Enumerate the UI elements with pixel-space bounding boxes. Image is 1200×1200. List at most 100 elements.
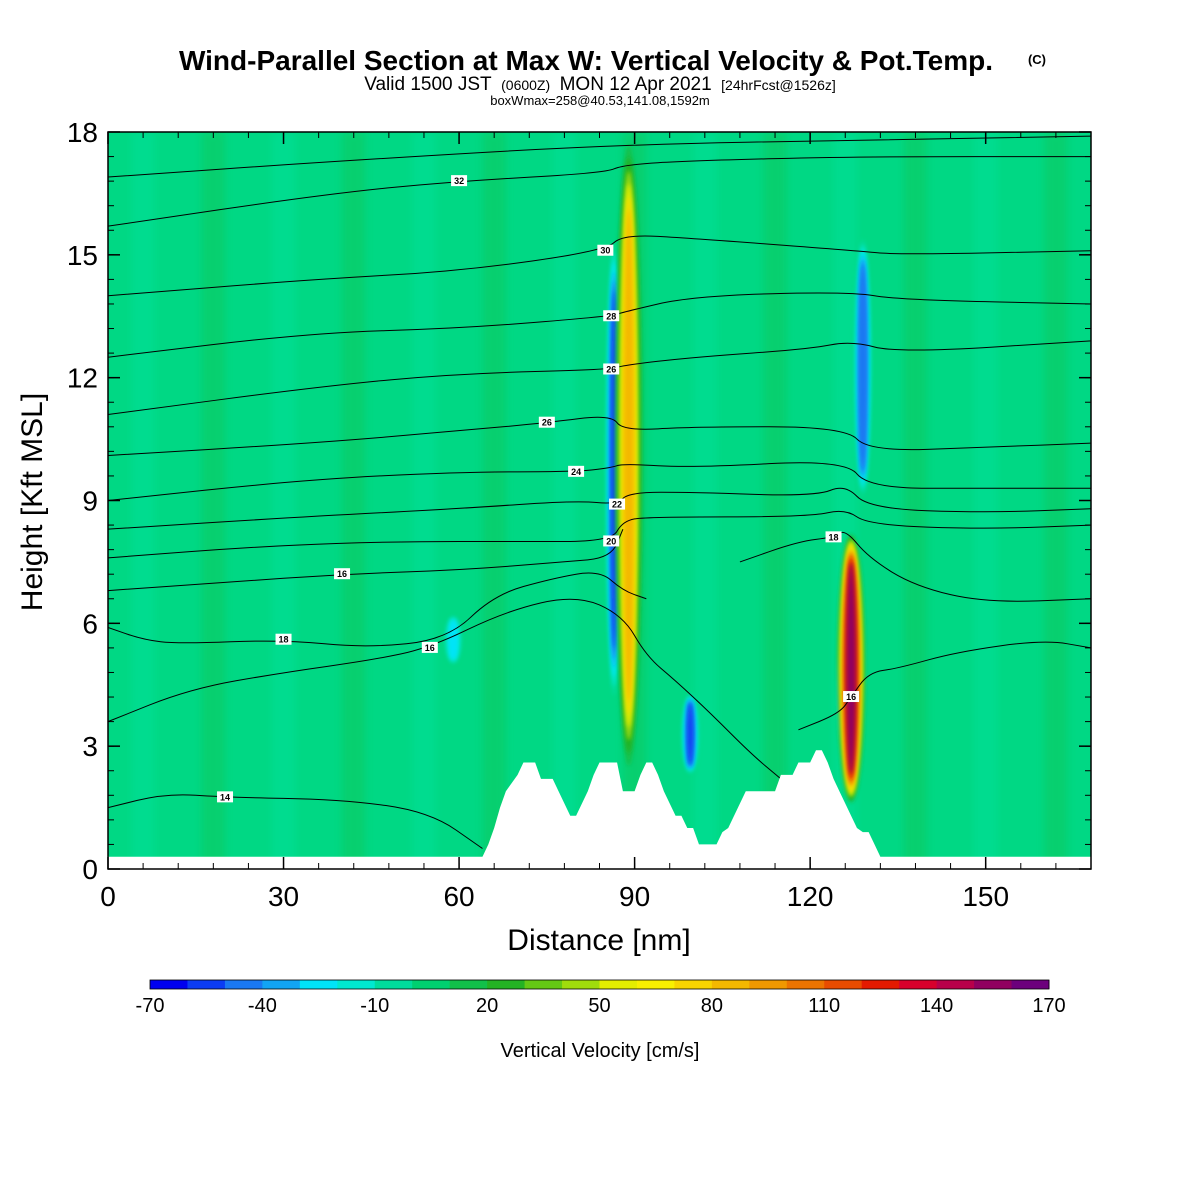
isentrope-line (798, 641, 1091, 731)
isentrope-line (108, 528, 624, 592)
svg-text:28: 28 (606, 311, 616, 321)
svg-text:22: 22 (612, 500, 622, 510)
subtitle-valid: Valid 1500 JST (364, 74, 492, 95)
downdraft-core (859, 266, 866, 469)
isentrope-label: 16 (421, 641, 438, 653)
isentrope-line (108, 598, 782, 780)
isentrope-line (108, 156, 1091, 227)
isentrope-line (108, 135, 1091, 178)
colorbar-swatch (749, 980, 788, 989)
isentrope-label: 22 (609, 498, 626, 510)
svg-text:30: 30 (600, 246, 610, 256)
colorbar-swatch (974, 980, 1013, 989)
colorbar-frame (149, 979, 1050, 990)
colorbar-swatch (262, 980, 301, 989)
isentrope-label: 16 (334, 568, 351, 580)
colorbar-swatch (487, 980, 526, 989)
isentrope-contours: 14 16 16 18 18 16 20 22 24 26 26 28 30 32 (108, 135, 1091, 849)
colorbar-swatch (299, 980, 338, 989)
isentrope-line (739, 531, 1091, 602)
svg-text:16: 16 (846, 692, 856, 702)
field-texture-band (131, 132, 155, 869)
colorbar-tick-label: 170 (1032, 995, 1065, 1017)
svg-text:26: 26 (606, 364, 616, 374)
chart-subtitle: Valid 1500 JST (0600Z) MON 12 Apr 2021 [… (364, 74, 836, 95)
colorbar-swatch (412, 980, 451, 989)
colorbar-swatch (337, 980, 376, 989)
isentrope-label: 14 (217, 791, 234, 803)
copyright-mark: (C) (1028, 52, 1046, 67)
isentrope-label: 24 (568, 465, 585, 477)
y-tick-label: 0 (82, 854, 98, 885)
colorbar-swatch (187, 980, 226, 989)
colorbar-swatch (562, 980, 600, 989)
colorbar-tick-label: -10 (360, 995, 389, 1017)
chart-title: Wind-Parallel Section at Max W: Vertical… (179, 45, 993, 76)
x-tick-label: 120 (787, 881, 834, 912)
colorbar-tick-label: 140 (920, 995, 953, 1017)
field-texture-band (482, 132, 506, 869)
svg-text:20: 20 (606, 536, 616, 546)
terrain (108, 750, 1091, 869)
x-tick-label: 60 (443, 881, 474, 912)
isentrope-line (108, 794, 483, 849)
velocity-field (131, 132, 1068, 869)
isentrope-label: 28 (603, 310, 620, 322)
svg-text:32: 32 (454, 176, 464, 186)
y-tick-label: 18 (67, 117, 98, 148)
x-axis-label: Distance [nm] (507, 924, 690, 957)
y-tick-label: 15 (67, 240, 98, 271)
downdraft-core (687, 702, 694, 766)
x-tick-label: 90 (619, 881, 650, 912)
colorbar-tick-label: 80 (701, 995, 723, 1017)
colorbar-swatch (786, 980, 825, 989)
subtitle-fcst: [24hrFcst@1526z] (721, 77, 836, 93)
isentrope-label: 18 (825, 531, 842, 543)
field-texture-band (903, 132, 928, 869)
colorbar-swatch (636, 980, 675, 989)
field-texture-band (973, 132, 998, 869)
updraft-core (624, 209, 634, 702)
svg-text:16: 16 (425, 643, 435, 653)
svg-text:18: 18 (279, 635, 289, 645)
isentrope-label: 32 (451, 175, 468, 187)
y-axis-label: Height [Kft MSL] (16, 393, 49, 611)
downdraft-core (611, 290, 617, 649)
svg-text:16: 16 (337, 569, 347, 579)
colorbar-swatch (599, 980, 638, 989)
x-tick-label: 30 (268, 881, 299, 912)
isentrope-line (108, 416, 1091, 456)
colorbar-title: Vertical Velocity [cm/s] (501, 1040, 700, 1062)
colorbar-swatch (449, 980, 488, 989)
field-texture-band (201, 132, 226, 869)
colorbar-swatch (861, 980, 900, 989)
field-texture-band (1044, 132, 1068, 869)
colorbar-swatch (224, 980, 263, 989)
updraft-core (846, 562, 856, 775)
y-tick-label: 6 (82, 608, 98, 639)
svg-text:14: 14 (220, 792, 230, 802)
colorbar-swatch (374, 980, 413, 989)
colorbar-swatch (674, 980, 713, 989)
isentrope-line (108, 510, 1091, 559)
colorbar-swatch (711, 980, 750, 989)
colorbar-swatch (936, 980, 975, 989)
plot-area: 14 16 16 18 18 16 20 22 24 26 26 28 30 32 (108, 132, 1091, 869)
isentrope-label: 20 (603, 535, 620, 547)
isentrope-line (108, 572, 647, 647)
field-texture-band (342, 132, 366, 869)
downdraft-core (450, 621, 457, 659)
x-tick-label: 150 (962, 881, 1009, 912)
box-info: boxWmax=258@40.53,141.08,1592m (490, 93, 710, 108)
svg-text:26: 26 (542, 418, 552, 428)
isentrope-label: 26 (603, 363, 620, 375)
isentrope-line (108, 487, 1091, 530)
axis-ticks: 0 30 60 90 120 150 0 3 6 9 12 15 18 (67, 117, 1092, 912)
x-tick-label: 0 (100, 881, 116, 912)
subtitle-utc: (0600Z) (501, 77, 550, 93)
colorbar: -70 -40 -10 20 50 80 110 140 170 (136, 979, 1066, 1017)
field-texture-band (552, 132, 577, 869)
plot-background (108, 132, 1091, 869)
isentrope-label: 16 (843, 691, 860, 703)
